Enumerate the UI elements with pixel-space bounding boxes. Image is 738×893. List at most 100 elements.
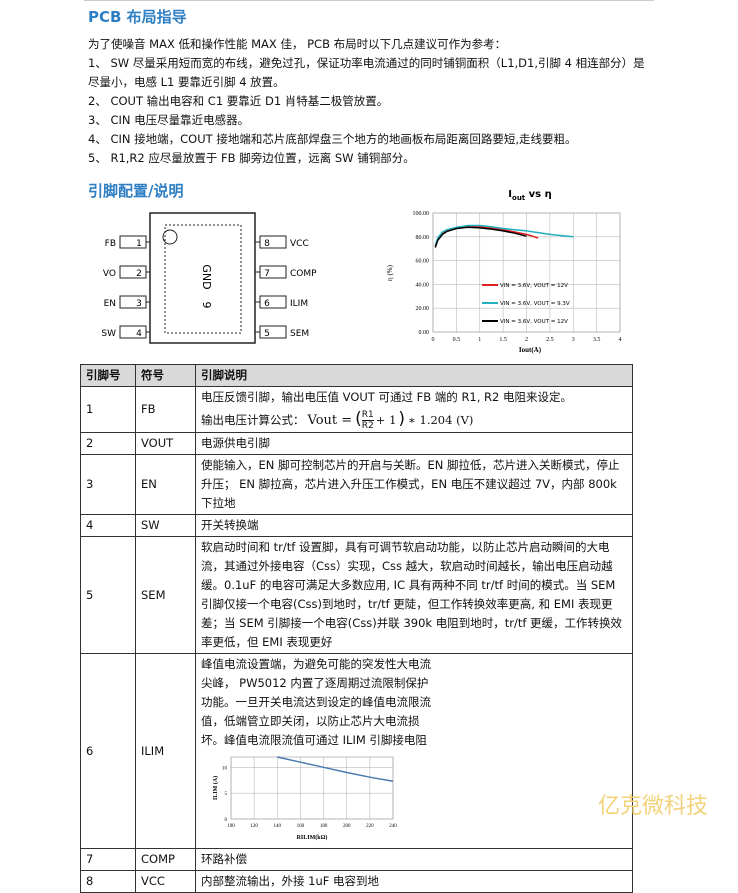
pin-number: 2 bbox=[80, 432, 136, 455]
x-tick-label: 1.5 bbox=[499, 337, 507, 343]
item: 4、 CIN 接地端，COUT 接地端和芯片底部焊盘三个地方的地画板布局距离回路… bbox=[88, 132, 577, 146]
pin-box bbox=[119, 235, 147, 249]
title-part: vs η bbox=[525, 189, 552, 200]
pin-num: 5 bbox=[264, 329, 270, 339]
table-row: 5 SEM 软启动时间和 tr/tf 设置脚，具有可调节软启动功能，以防止芯片启动瞬… bbox=[80, 536, 633, 654]
pin-symbol: VCC bbox=[135, 870, 196, 893]
numerator: R1 bbox=[361, 410, 374, 421]
top-rule bbox=[84, 0, 654, 1]
desc-text: 环路补偿 bbox=[201, 852, 247, 866]
pin-number: 4 bbox=[80, 514, 136, 537]
pin-description: 软启动时间和 tr/tf 设置脚，具有可调节软启动功能，以防止芯片启动瞬间的大电… bbox=[195, 536, 633, 654]
x-tick-label: 240 bbox=[389, 824, 397, 829]
series-line bbox=[277, 756, 394, 783]
x-tick-label: 200 bbox=[343, 824, 351, 829]
table-row: 8 VCC 内部整流输出，外接 1uF 电容到地 bbox=[80, 870, 633, 893]
header-cell: 符号 bbox=[135, 364, 196, 387]
section-body: 为了使噪音 MAX 低和操作性能 MAX 佳， PCB 布局时以下几点建议可作为… bbox=[88, 35, 648, 168]
formula-paren: ) bbox=[398, 409, 406, 429]
legend-label: VIN = 3.6V, VOUT = 9.3V bbox=[500, 301, 570, 307]
page-body: PCB 布局指导 为了使噪音 MAX 低和操作性能 MAX 佳， PCB 布局时… bbox=[80, 0, 709, 893]
header-row: 引脚号 符号 引脚说明 bbox=[80, 364, 633, 387]
x-tick-label: 0.5 bbox=[453, 337, 461, 343]
formula: 输出电压计算公式： Vout =(R1 R2 + 1) ∗ 1.204 (V) bbox=[201, 409, 627, 432]
pin-symbol: SEM bbox=[135, 536, 196, 654]
pin-box bbox=[119, 295, 147, 309]
fraction: R1 R2 bbox=[361, 410, 374, 431]
item: 3、 CIN 电压尽量靠近电感器。 bbox=[88, 113, 250, 127]
table-row: 6 ILIM 峰值电流设置端，为避免可能的突发性大电流尖峰， PW5012 内置了逐… bbox=[80, 653, 633, 849]
table-row: 3 EN 使能输入，EN 脚可控制芯片的开启与关断。EN 脚拉低，芯片进入关断模式，… bbox=[80, 454, 633, 515]
desc-text: 内部整流输出，外接 1uF 电容到地 bbox=[201, 874, 380, 888]
pin-description: 内部整流输出，外接 1uF 电容到地 bbox=[195, 870, 633, 893]
efficiency-chart: Iout vs η Iout(A) η (%) 0.00 20.00 40.00 60… bbox=[386, 189, 622, 354]
page: PCB layout and pin description {"section… bbox=[80, 0, 709, 893]
desc-text: 峰值电流设置端，为避免可能的突发性大电流尖峰， PW5012 内置了逐周期过流限… bbox=[201, 657, 431, 747]
pin-description: 开关转换端 bbox=[195, 514, 633, 537]
pin-description: 电压反馈引脚，输出电压值 VOUT 可通过 FB 端的 R1, R2 电阻来设定… bbox=[195, 386, 633, 433]
ilim-cell: 峰值电流设置端，为避免可能的突发性大电流尖峰， PW5012 内置了逐周期过流限… bbox=[201, 655, 627, 847]
table-row: 1 FB 电压反馈引脚，输出电压值 VOUT 可通过 FB 端的 R1, R2 电阻… bbox=[80, 386, 633, 433]
pin-symbol: ILIM bbox=[135, 653, 196, 849]
pin-num: 3 bbox=[136, 299, 142, 309]
x-tick-label: 4 bbox=[619, 337, 622, 343]
watermark: 亿克微科技 bbox=[598, 794, 709, 819]
y-tick-label: 100.00 bbox=[413, 211, 430, 217]
y-tick-label: 5 bbox=[225, 792, 228, 797]
pin-num: 2 bbox=[136, 269, 142, 279]
pin-symbol: VOUT bbox=[135, 432, 196, 455]
pad-num: 9 bbox=[200, 302, 213, 309]
x-tick-label: 3 bbox=[572, 337, 575, 343]
table-row: 4 SW 开关转换端 bbox=[80, 514, 633, 537]
series-line bbox=[434, 226, 527, 248]
pin-number: 1 bbox=[80, 386, 136, 433]
x-axis-label: Iout(A) bbox=[519, 346, 542, 354]
pin-number: 7 bbox=[80, 848, 136, 871]
x-tick-label: 2.5 bbox=[546, 337, 554, 343]
pin-name: SEM bbox=[290, 329, 309, 339]
pin-symbol: FB bbox=[135, 386, 196, 433]
item: 2、 COUT 输出电容和 C1 要靠近 D1 肖特基二极管放置。 bbox=[88, 94, 389, 108]
desc-text: 软启动时间和 tr/tf 设置脚，具有可调节软启动功能，以防止芯片启动瞬间的大电… bbox=[201, 540, 623, 649]
pin-description: 使能输入，EN 脚可控制芯片的开启与关断。EN 脚拉低，芯片进入关断模式，停止升… bbox=[195, 454, 633, 515]
legend-label: VIN = 3.6V, VOUT = 12V bbox=[500, 283, 568, 289]
y-axis-label: η (%) bbox=[386, 264, 394, 281]
pin-name: COMP bbox=[290, 269, 317, 279]
thermal-pad bbox=[164, 224, 242, 334]
intro: 为了使噪音 MAX 低和操作性能 MAX 佳， PCB 布局时以下几点建议可作为… bbox=[88, 37, 507, 51]
pin-number: 6 bbox=[80, 653, 136, 849]
formula-label: 输出电压计算公式： bbox=[201, 413, 305, 427]
formula-paren: ( bbox=[355, 409, 362, 429]
pin-symbol: EN bbox=[135, 454, 196, 515]
formula-lhs: Vout = bbox=[307, 413, 353, 428]
desc-text: 电压反馈引脚，输出电压值 VOUT 可通过 FB 端的 R1, R2 电阻来设定… bbox=[201, 390, 573, 404]
pin-name: ILIM bbox=[290, 299, 308, 309]
desc-text: 使能输入，EN 脚可控制芯片的开启与关断。EN 脚拉低，芯片进入关断模式，停止升… bbox=[201, 458, 620, 510]
y-tick-label: 10 bbox=[222, 766, 228, 771]
x-tick-label: 100 bbox=[227, 824, 235, 829]
x-tick-label: 0 bbox=[432, 337, 435, 343]
y-tick-label: 0.00 bbox=[419, 330, 430, 336]
pad-name: GND bbox=[200, 264, 213, 289]
pin-num: 8 bbox=[264, 239, 270, 249]
package-diagram: GND 9 1 FB 2 VO 3 EN 4 SW 8 VCC 7 COMP 6 ILIM 5 SEM bbox=[101, 212, 317, 344]
pin-box bbox=[119, 325, 147, 339]
pin-symbol: COMP bbox=[135, 848, 196, 871]
table-body: 引脚号 符号 引脚说明 1 FB 电压反馈引脚，输出电压值 VOUT 可通过 FB 端的… bbox=[80, 364, 633, 893]
denominator: R2 bbox=[361, 421, 374, 431]
pin-box bbox=[119, 265, 147, 279]
item: 5、 R1,R2 应尽量放置于 FB 脚旁边位置，远离 SW 铺铜部分。 bbox=[88, 151, 415, 165]
pin-symbol: SW bbox=[135, 514, 196, 537]
x-tick-label: 160 bbox=[297, 824, 305, 829]
plot-frame bbox=[432, 212, 621, 333]
y-tick-label: 0 bbox=[225, 818, 228, 823]
title-part: I bbox=[508, 189, 512, 200]
pin-name: FB bbox=[105, 239, 116, 249]
x-axis-label: RILIM(kΩ) bbox=[297, 834, 328, 841]
title-part: out bbox=[512, 194, 526, 202]
pin-description: 环路补偿 bbox=[195, 848, 633, 871]
x-tick-label: 2 bbox=[525, 337, 528, 343]
pin-table: 引脚号 符号 引脚说明 1 FB 电压反馈引脚，输出电压值 VOUT 可通过 FB 端的… bbox=[80, 364, 633, 893]
x-tick-label: 3.5 bbox=[593, 337, 601, 343]
package-body bbox=[149, 212, 256, 344]
